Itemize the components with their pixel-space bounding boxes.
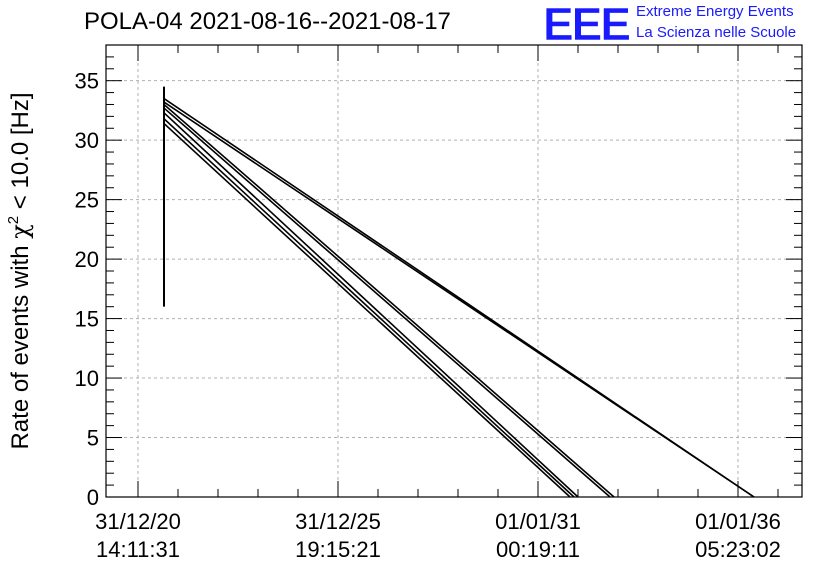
series-line	[163, 112, 579, 498]
y-label-text: Rate of events with	[7, 239, 34, 450]
x-tick-label-date: 01/01/36	[695, 509, 781, 534]
series-line	[163, 107, 611, 498]
x-tick-label-time: 14:11:31	[96, 537, 180, 562]
series-line	[163, 101, 755, 498]
y-tick-label: 5	[87, 426, 99, 451]
x-tick-label-time: 05:23:02	[695, 537, 781, 562]
x-tick-label-time: 19:15:21	[295, 537, 381, 562]
y-label-sup: 2	[5, 216, 22, 224]
y-tick-label: 25	[75, 188, 99, 213]
logo-caption-line2: La Scienza nelle Scuole	[636, 24, 797, 41]
y-tick-label: 35	[75, 69, 99, 94]
series-line	[163, 103, 615, 498]
y-axis-label: Rate of events with χ2 < 10.0 [Hz]	[5, 92, 34, 449]
plot-frame	[105, 44, 803, 498]
chart-title: POLA-04 2021-08-16--2021-08-17	[84, 8, 451, 35]
grid-lines	[106, 45, 802, 497]
x-tick-label-date: 31/12/25	[295, 509, 381, 534]
series-line	[163, 118, 575, 498]
y-label-chi: χ	[6, 224, 34, 239]
x-tick-label-date: 01/01/31	[495, 509, 581, 534]
tick-marks	[106, 44, 802, 498]
y-tick-label: 30	[75, 128, 99, 153]
x-tick-label-date: 31/12/20	[95, 509, 181, 534]
eee-logo-text: EEE	[543, 0, 629, 46]
y-tick-label: 10	[75, 366, 99, 391]
y-label-tail: < 10.0 [Hz]	[7, 92, 34, 215]
series-line	[163, 122, 571, 498]
x-tick-label-time: 00:19:11	[496, 537, 580, 562]
tick-labels: 0 5 10 15 20 25 30 35 31/12/20 14:11:31 31/12/25 19…	[75, 69, 781, 562]
y-tick-label: 15	[75, 307, 99, 332]
logo-caption-line1: Extreme Energy Events	[636, 3, 794, 20]
y-tick-label: 0	[87, 485, 99, 510]
series-layer	[163, 86, 755, 498]
eee-logo: EEE	[543, 0, 631, 46]
y-tick-label: 20	[75, 247, 99, 272]
